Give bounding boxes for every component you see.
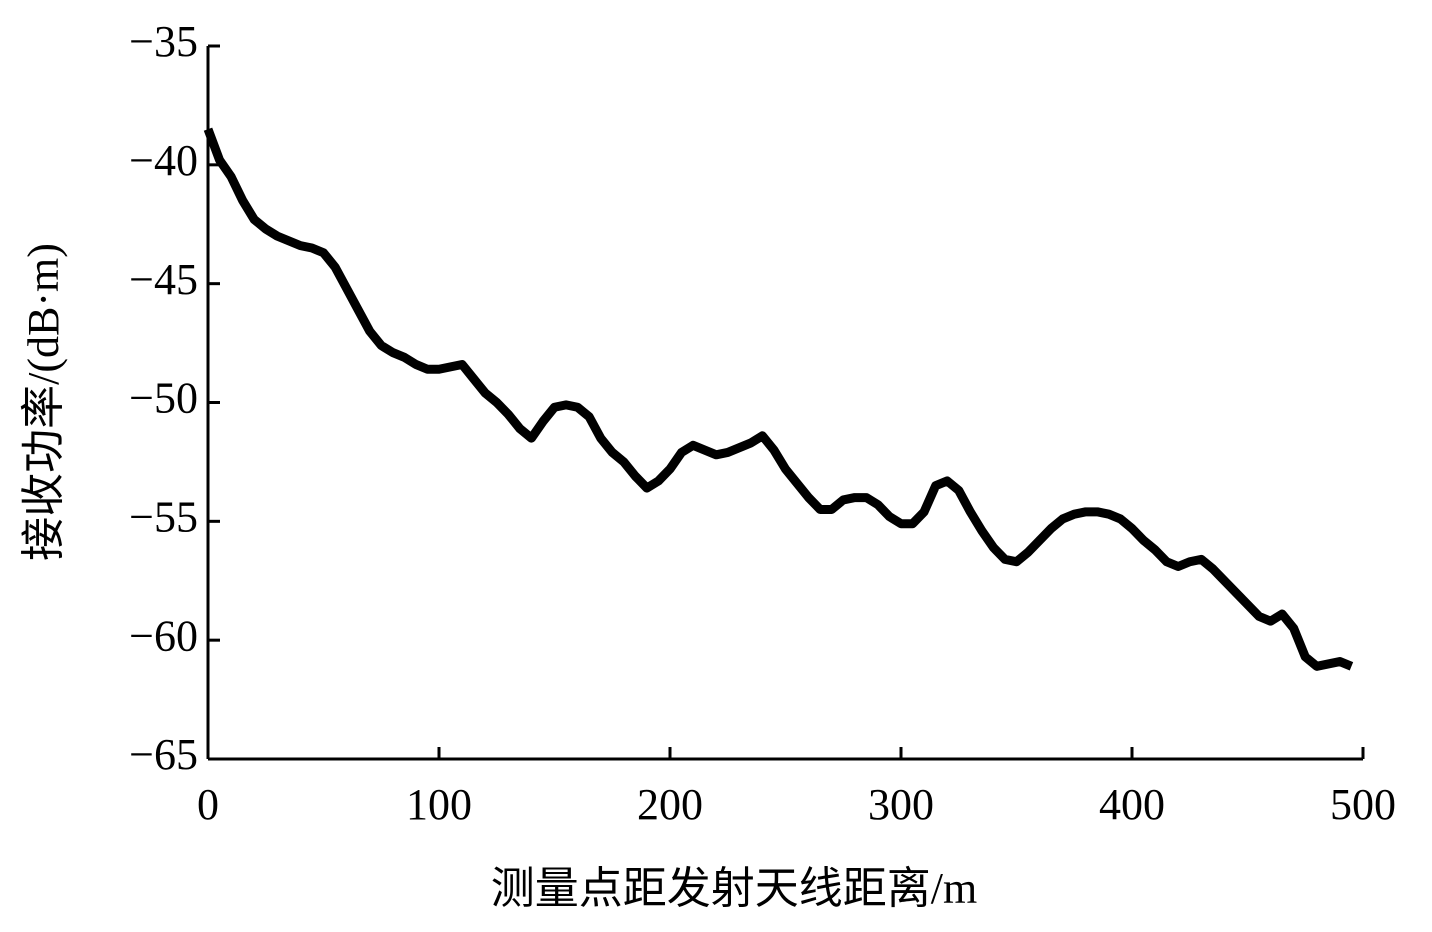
x-tick-label: 100	[406, 780, 472, 829]
y-tick-label: −65	[129, 730, 198, 779]
x-tick-label: 300	[868, 780, 934, 829]
y-tick-label: −40	[129, 136, 198, 185]
data-line	[203, 127, 1354, 671]
x-tick-label: 0	[197, 780, 219, 829]
x-tick-label: 200	[637, 780, 703, 829]
y-tick-label: −45	[129, 255, 198, 304]
y-axis-label: 接收功率/(dB·m)	[19, 243, 68, 561]
x-axis-label: 测量点距发射天线距离/m	[491, 864, 977, 913]
y-tick-label: −50	[129, 374, 198, 423]
x-tick-label: 400	[1099, 780, 1165, 829]
y-tick-label: −35	[129, 17, 198, 66]
y-tick-label: −60	[129, 611, 198, 660]
y-tick-label: −55	[129, 492, 198, 541]
x-tick-label: 500	[1330, 780, 1396, 829]
